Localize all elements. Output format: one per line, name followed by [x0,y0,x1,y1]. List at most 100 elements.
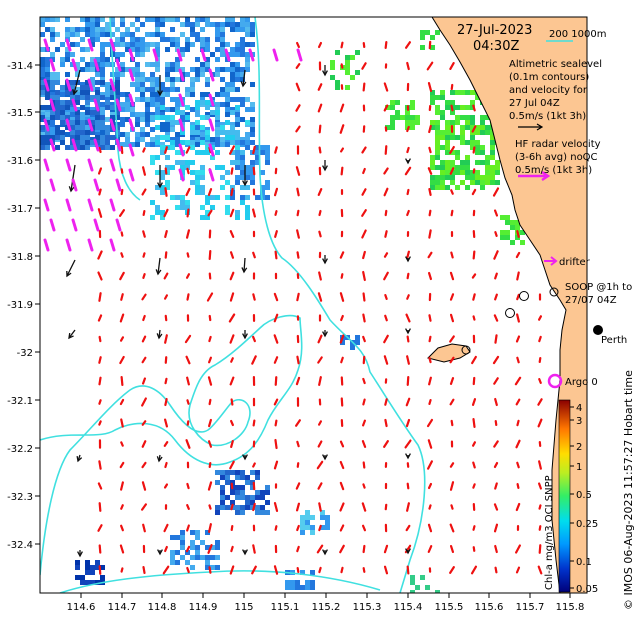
hf-arrow [230,419,234,427]
hf-arrow [98,460,102,470]
hf-arrow [406,482,410,490]
soop-markers [461,287,559,355]
hf-arrow [493,377,499,385]
hf-arrow [383,334,389,344]
hf-arrow [427,167,433,175]
hf-arrow [119,271,125,281]
hf-arrow [317,482,323,490]
hf-arrow [472,104,476,112]
hf-arrow [318,502,322,512]
drifter-segment [178,168,185,182]
hf-arrow [141,481,147,491]
hf-arrow [274,525,278,531]
hf-arrow [141,397,147,407]
hf-arrow [252,251,256,259]
drifter-segment [208,68,215,82]
colorbar-tick-label: 0.1 [576,557,592,568]
hf-arrow [142,252,146,258]
time-label: 04:30Z [473,39,519,54]
hf-arrow [185,146,191,154]
hf-arrow [383,271,389,281]
hf-arrow [164,187,168,197]
hf-arrow [449,293,455,301]
y-tick-label: -32.3 [7,492,33,503]
hf-radar-legend: HF radar velocity (3-6h avg) noQC 0.5m/s… [515,139,601,176]
hf-arrow [493,461,499,469]
hf-arrow [120,504,124,510]
altimetry-arrow [405,256,411,263]
x-tick-label: 114.6 [67,602,96,613]
hf-arrow [97,208,103,218]
hf-arrow [163,441,169,447]
hf-arrow [229,292,235,302]
colorbar-tick-label: 1 [576,462,582,473]
hf-arrow [493,523,499,533]
hf-arrow [141,420,147,426]
y-tick-label: -32.4 [7,540,33,551]
x-tick-label: 115 [234,602,253,613]
drifter-segment [65,78,72,92]
drifter-segment [93,58,100,72]
hf-arrow [97,482,103,490]
colorbar-tick-label: 0.5 [576,490,592,501]
coastline-land [431,17,587,593]
hf-arrow [537,565,543,575]
perth-marker [593,325,603,335]
hf-arrow [120,441,124,447]
hf-arrow [228,313,236,323]
hf-arrow [120,418,124,428]
hf-arrow [142,273,146,279]
hf-arrow [252,166,256,176]
hf-arrow [295,63,301,69]
drifter-segment [93,98,100,112]
drifter-segment [43,238,50,252]
drifter-segment [65,118,72,132]
hf-arrow [296,251,300,259]
hf-arrow [208,566,212,574]
drifter-segment [49,58,56,72]
drifter-segment [208,168,215,182]
drifter-segment [93,138,100,152]
altimetry-arrow [157,75,163,97]
drifter-segment [65,38,72,52]
hf-arrow [164,146,168,154]
drifter-segment [128,68,135,82]
hf-arrow [97,314,103,322]
hf-arrow [471,441,477,447]
plot-frame [39,16,588,594]
hf-arrow [229,230,235,238]
hf-arrow [296,524,300,532]
y-tick-label: -32.1 [7,396,33,407]
altimetry-line: Altimetric sealevel [509,59,602,70]
hf-arrow [427,523,433,533]
hf-arrow [229,565,235,575]
hf-arrow [515,439,521,449]
drifter-segment [109,78,116,92]
hf-arrow [230,545,234,553]
hf-arrow [318,209,322,217]
hf-arrow [208,314,212,322]
hf-arrow [317,292,323,302]
hf-arrow [97,271,103,281]
altimetry-arrow [68,164,76,193]
hf-arrow [295,419,301,427]
altimetry-arrow [157,165,163,189]
hf-arrow [428,314,432,322]
hf-arrow [119,313,125,323]
hf-arrow [206,292,214,302]
hf-arrow [340,41,344,49]
hf-arrow [120,293,124,301]
hf-arrow [163,523,169,533]
hf-arrow [142,314,146,322]
hf-arrow [141,188,147,196]
hf-arrow [296,355,300,365]
argo-marker [547,373,563,389]
hf-arrow [428,504,432,510]
hf-line: (3-6h avg) noQC [515,152,598,163]
hf-arrow [383,565,389,575]
hf-arrow [449,566,455,574]
hf-arrow [318,230,322,238]
hf-arrow [208,462,212,468]
drifter-segment [224,48,231,62]
